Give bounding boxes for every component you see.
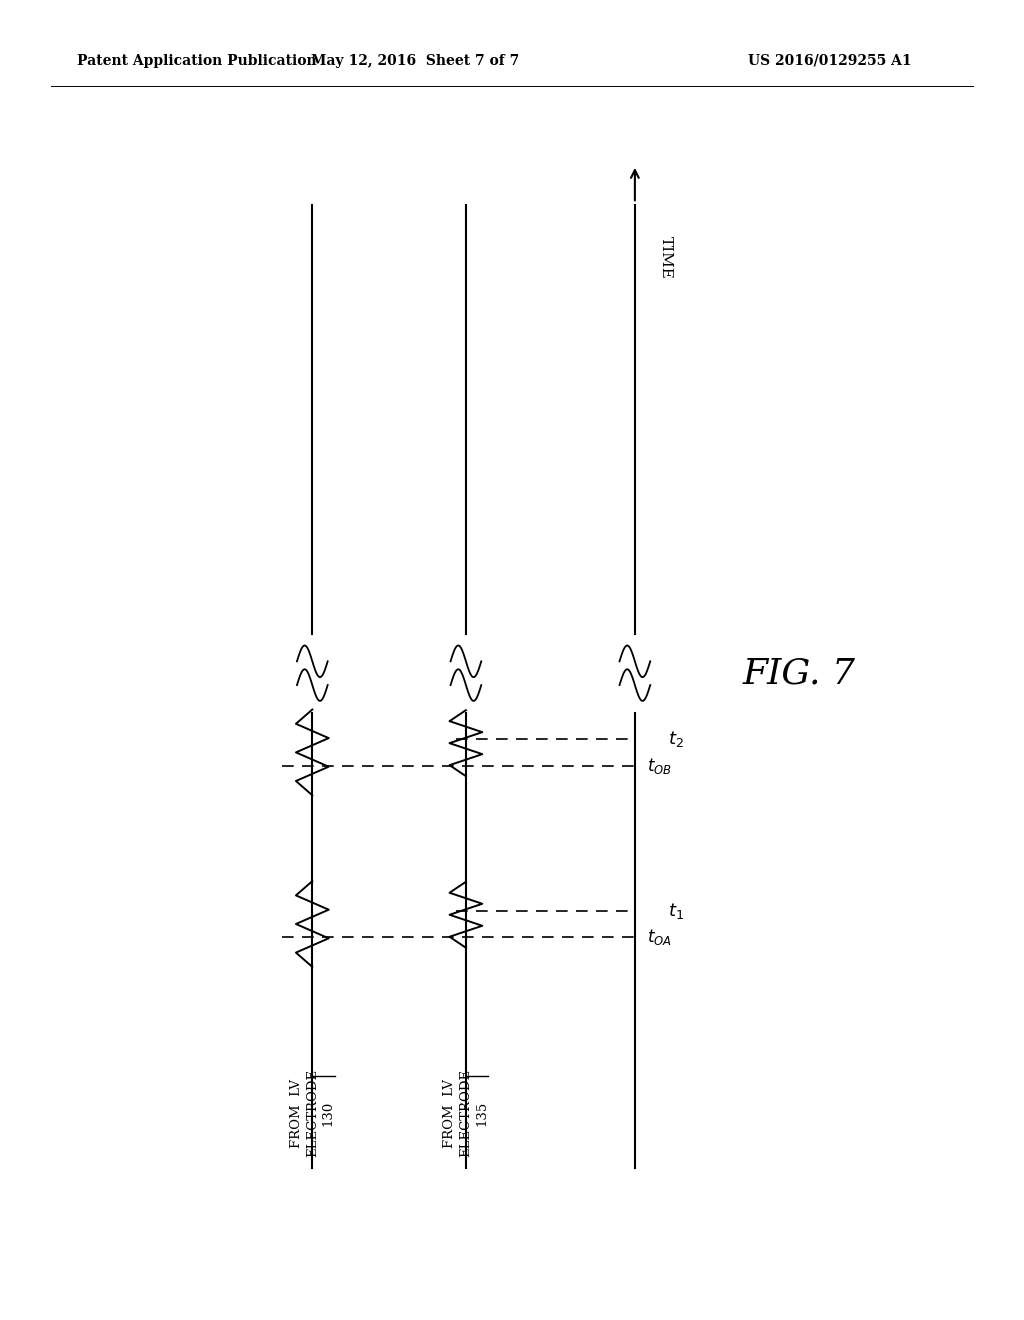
Text: FROM  LV
ELECTRODE
135: FROM LV ELECTRODE 135: [443, 1069, 488, 1158]
Text: $t_{OB}$: $t_{OB}$: [647, 755, 672, 776]
Text: US 2016/0129255 A1: US 2016/0129255 A1: [748, 54, 911, 67]
Text: $t_2$: $t_2$: [668, 729, 683, 750]
Text: $t_1$: $t_1$: [668, 900, 684, 921]
Text: $t_{OA}$: $t_{OA}$: [647, 927, 672, 948]
Text: May 12, 2016  Sheet 7 of 7: May 12, 2016 Sheet 7 of 7: [310, 54, 519, 67]
Text: TIME: TIME: [658, 236, 673, 279]
Text: FIG. 7: FIG. 7: [742, 656, 855, 690]
Text: Patent Application Publication: Patent Application Publication: [77, 54, 316, 67]
Text: FROM  LV
ELECTRODE
130: FROM LV ELECTRODE 130: [290, 1069, 335, 1158]
